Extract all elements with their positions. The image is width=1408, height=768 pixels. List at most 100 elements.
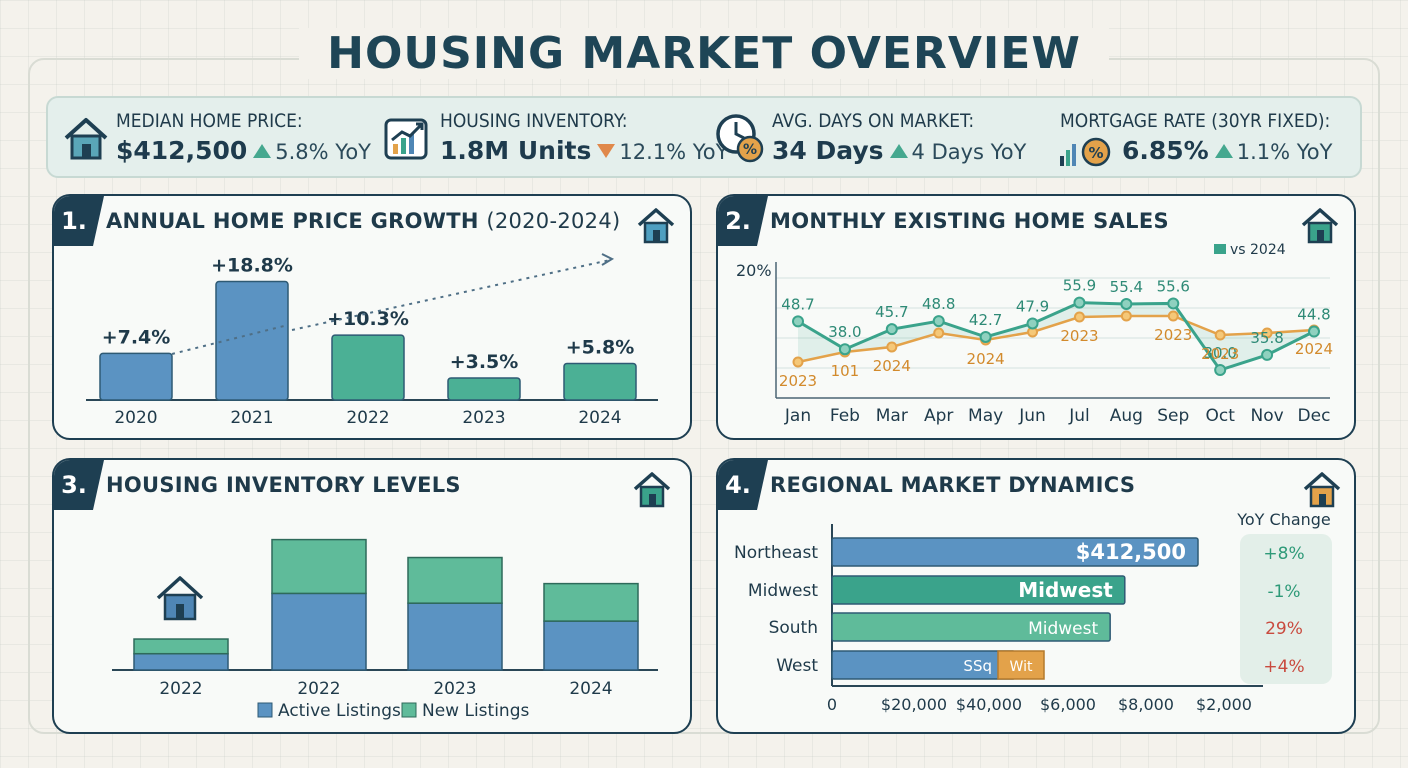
point-orange	[792, 356, 804, 368]
panel-regional-dynamics: 4. REGIONAL MARKET DYNAMICS Northeast $41…	[716, 458, 1356, 734]
x-tick-label: Dec	[1298, 406, 1331, 426]
kpi-days-on-market: % AVG. DAYS ON MARKET: 34 Days 4 Days YoY	[714, 98, 1044, 180]
point-orange	[1073, 311, 1085, 323]
kpi-median-price: MEDIAN HOME PRICE: $412,500 5.8% YoY	[58, 98, 388, 180]
regional-chart: Northeast $412,500 Midwest Midwest South Midw…	[734, 510, 1332, 714]
bar	[831, 575, 1126, 605]
point-orange	[1167, 310, 1179, 322]
data-label: 55.9	[1063, 277, 1096, 295]
down-arrow-icon	[597, 144, 616, 158]
panel-title: ANNUAL HOME PRICE GROWTH (2020-2024)	[106, 209, 621, 233]
panel-title: REGIONAL MARKET DYNAMICS	[770, 473, 1136, 497]
point-teal	[1026, 317, 1039, 330]
panel-inventory-levels: 3. HOUSING INVENTORY LEVELS 2022 2022 2023…	[52, 458, 692, 734]
panel-title: MONTHLY EXISTING HOME SALES	[770, 209, 1169, 233]
kpi-strip: MEDIAN HOME PRICE: $412,500 5.8% YoY HOUS…	[46, 96, 1362, 178]
inventory-chart: 2022 2022 2023 2024 Active Listings New Listi…	[112, 538, 658, 721]
panel-number: 3.	[54, 460, 104, 510]
data-label: 48.7	[781, 295, 814, 313]
kpi-value: 6.85% 1.1% YoY	[1122, 136, 1333, 165]
x-tick-label: Mar	[876, 406, 908, 426]
x-tick-label: $2,000	[1196, 695, 1252, 714]
x-tick-label: 2022	[346, 408, 389, 428]
bar-new	[407, 556, 503, 604]
category-label: West	[776, 656, 818, 676]
svg-text:%: %	[1088, 144, 1103, 162]
data-label: 30.0	[1203, 344, 1236, 362]
kpi-inventory: HOUSING INVENTORY: 1.8M Units 12.1% YoY	[384, 98, 728, 180]
legend-swatch	[401, 702, 417, 718]
house-icon	[1303, 472, 1341, 508]
data-label: 2024	[873, 357, 911, 375]
yoy-header: YoY Change	[1236, 510, 1331, 529]
data-label: +10.3%	[327, 308, 409, 330]
bar-label: $412,500	[1076, 540, 1186, 564]
x-tick-label: Oct	[1205, 406, 1235, 426]
up-arrow-icon	[889, 144, 908, 158]
x-tick-label: $8,000	[1118, 695, 1174, 714]
x-tick-label: May	[968, 406, 1003, 426]
point-teal	[1167, 297, 1180, 310]
point-orange	[1214, 329, 1226, 341]
point-orange	[886, 341, 898, 353]
series-line-orange	[797, 314, 1315, 364]
kpi-label: HOUSING INVENTORY:	[440, 110, 628, 132]
x-tick-label: Feb	[830, 406, 860, 426]
panel-monthly-sales: 2. MONTHLY EXISTING HOME SALES 20% vs 202…	[716, 194, 1356, 440]
data-label: 2024	[967, 350, 1005, 368]
data-label: +3.5%	[450, 351, 519, 373]
legend-label: New Listings	[422, 701, 529, 721]
x-tick-label: Jan	[784, 406, 811, 426]
data-label: 2024	[1295, 340, 1333, 358]
x-tick-label: Nov	[1250, 406, 1283, 426]
legend-swatch	[1214, 244, 1226, 254]
x-tick-label: Jul	[1068, 406, 1090, 426]
point-teal	[1261, 348, 1274, 361]
kpi-mortgage-rate: MORTGAGE RATE (30YR FIXED): % 6.85% 1.1% …	[1048, 98, 1358, 180]
data-label: +5.8%	[566, 336, 635, 358]
data-label: +7.4%	[102, 326, 171, 348]
x-tick-label: $40,000	[956, 695, 1022, 714]
bar-active	[271, 592, 367, 671]
data-label: 55.6	[1157, 277, 1190, 295]
yoy-value: 29%	[1265, 619, 1303, 639]
data-label: 38.0	[828, 323, 861, 341]
svg-text:%: %	[743, 142, 757, 158]
bar-new	[271, 538, 367, 595]
point-teal	[932, 315, 945, 328]
house-icon	[1301, 208, 1339, 244]
x-tick-label: 2023	[462, 408, 505, 428]
kpi-label: MORTGAGE RATE (30YR FIXED):	[1060, 110, 1331, 132]
data-label: 2023	[1060, 327, 1098, 345]
bar	[331, 334, 405, 401]
category-label: Northeast	[734, 543, 818, 563]
point-teal	[1308, 325, 1320, 338]
bar-label: Midwest	[1018, 578, 1113, 602]
panel-number: 1.	[54, 196, 104, 246]
data-label: 35.8	[1250, 329, 1283, 347]
page-title: HOUSING MARKET OVERVIEW	[0, 28, 1408, 79]
category-label: South	[769, 618, 818, 638]
x-tick-label: 2024	[578, 408, 621, 428]
house-icon	[156, 576, 204, 621]
house-icon	[637, 208, 675, 244]
bar-segment-orange	[997, 650, 1045, 680]
legend-label: Active Listings	[278, 701, 401, 721]
trend-arrow-icon	[601, 253, 615, 266]
x-tick-label: 0	[827, 695, 837, 714]
house-icon	[64, 118, 108, 160]
data-label: 101	[831, 362, 860, 380]
up-arrow-icon	[253, 144, 272, 158]
data-label: 42.7	[969, 311, 1002, 329]
point-orange	[933, 327, 945, 339]
kpi-value: $412,500 5.8% YoY	[116, 136, 372, 165]
bar	[447, 377, 521, 401]
point-orange	[1261, 327, 1273, 339]
point-teal	[1214, 364, 1227, 376]
bar-active	[407, 602, 503, 671]
panel-annual-price-growth: 1. ANNUAL HOME PRICE GROWTH (2020-2024) …	[52, 194, 692, 440]
growth-chart-icon	[384, 118, 428, 160]
point-teal	[979, 330, 992, 343]
price-growth-chart: +7.4% 2020 +18.8% 2021 +10.3% 2022 +3.5% 2023 +5…	[86, 253, 658, 428]
house-icon	[633, 472, 671, 508]
